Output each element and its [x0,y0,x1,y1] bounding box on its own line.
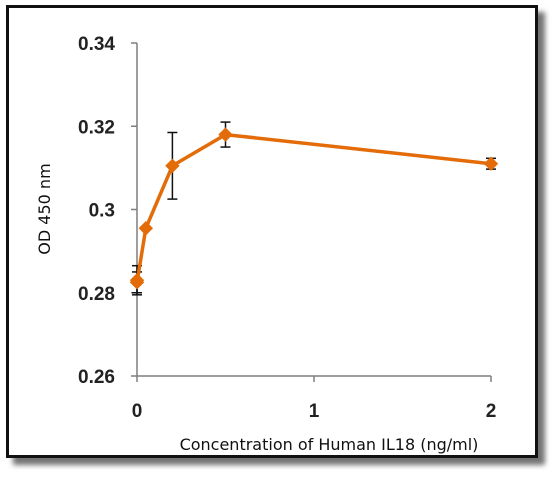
data-point-marker [138,221,154,236]
y-axis-label: OD 450 nm [35,163,54,254]
x-axis-label: Concentration of Human IL18 (ng/ml) [180,435,479,454]
chart-frame [6,5,538,458]
data-point-marker [165,158,180,174]
y-tick-label: 0.28 [78,284,115,305]
y-tick-label: 0.26 [78,367,115,388]
y-tick-label: 0.3 [89,201,115,222]
y-tick-label: 0.32 [78,117,115,138]
axes [136,43,491,377]
x-tick-label: 0 [132,401,143,422]
y-tick-label: 0.34 [78,34,115,55]
x-tick-label: 2 [486,401,497,422]
data-point-marker [129,275,145,290]
series-markers [129,127,499,290]
ticks: 0.26 0.28 0.3 0.32 0.34 0 1 2 [78,34,496,422]
data-point-marker [218,127,233,142]
error-bars [132,121,496,296]
series-line [135,132,492,285]
data-point-marker [483,156,499,171]
series-lines [135,132,492,285]
x-tick-label: 1 [309,401,320,422]
